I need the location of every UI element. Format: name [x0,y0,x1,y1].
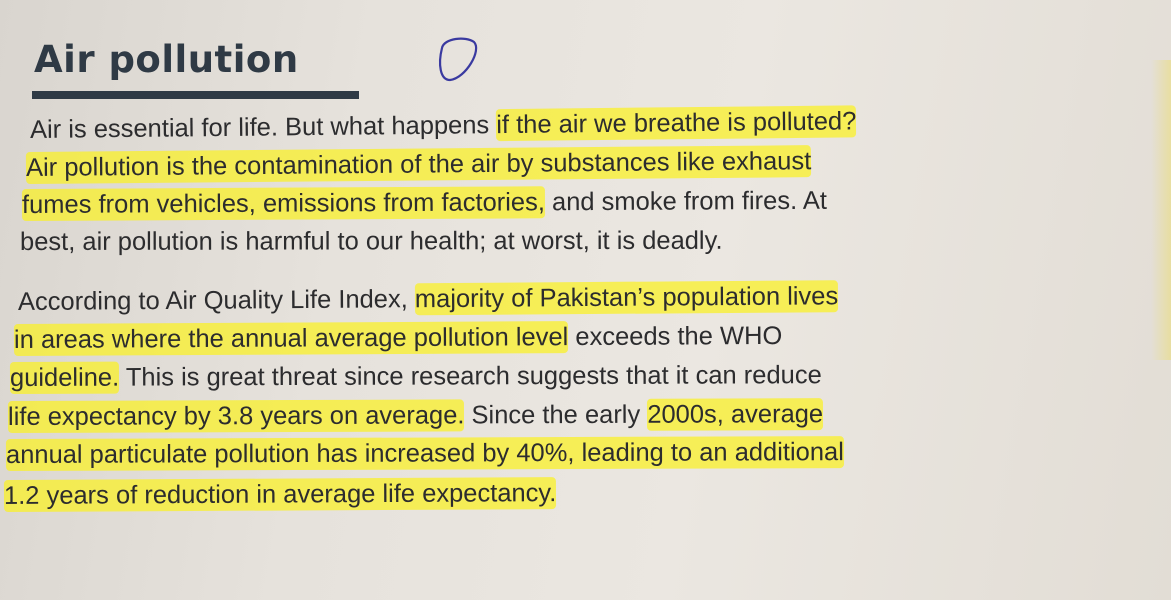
highlighted-text: fumes from vehicles, emissions from fact… [21,186,545,221]
text-segment: best, air pollution is harmful to our he… [19,226,723,256]
handwritten-circle-mark [439,37,478,82]
text-segment: exceeds the WHO [568,321,783,352]
paragraph2-line: in areas where the annual average pollut… [13,321,783,356]
paragraph2-line: guideline. This is great threat since re… [9,361,822,394]
section-heading: Air pollution [34,38,299,81]
text-segment: Since the early [464,400,648,430]
text-segment: According to Air Quality Life Index, [17,285,415,316]
paragraph1-line: fumes from vehicles, emissions from fact… [21,186,827,221]
heading-underline [32,91,359,99]
highlighted-text: 1.2 years of reduction in average life e… [3,477,557,512]
paragraph2-line: According to Air Quality Life Index, maj… [17,280,839,317]
paragraph2-line: 1.2 years of reduction in average life e… [3,477,557,512]
highlighted-text: Air pollution is the contamination of th… [25,145,812,184]
highlighted-text: in areas where the annual average pollut… [13,321,569,356]
text-segment: This is great threat since research sugg… [119,361,822,392]
text-segment: Air is essential for life. But what happ… [29,111,497,144]
paragraph1-line: best, air pollution is harmful to our he… [20,227,723,257]
highlighted-text: 2000s, average [647,398,824,431]
page-edge-highlight [1151,60,1171,360]
paragraph2-line: life expectancy by 3.8 years on average.… [7,398,824,433]
paragraph2-line: annual particulate pollution has increas… [5,436,844,471]
highlighted-text: guideline. [9,361,120,394]
paragraph1-line: Air pollution is the contamination of th… [25,145,812,184]
highlighted-text: life expectancy by 3.8 years on average. [7,399,465,433]
highlighted-text: if the air we breathe is polluted? [496,105,857,142]
text-segment: and smoke from fires. At [544,186,827,217]
paragraph1-line: Air is essential for life. But what happ… [29,105,857,145]
highlighted-text: majority of Pakistan’s population lives [414,280,839,316]
highlighted-text: annual particulate pollution has increas… [5,436,844,471]
